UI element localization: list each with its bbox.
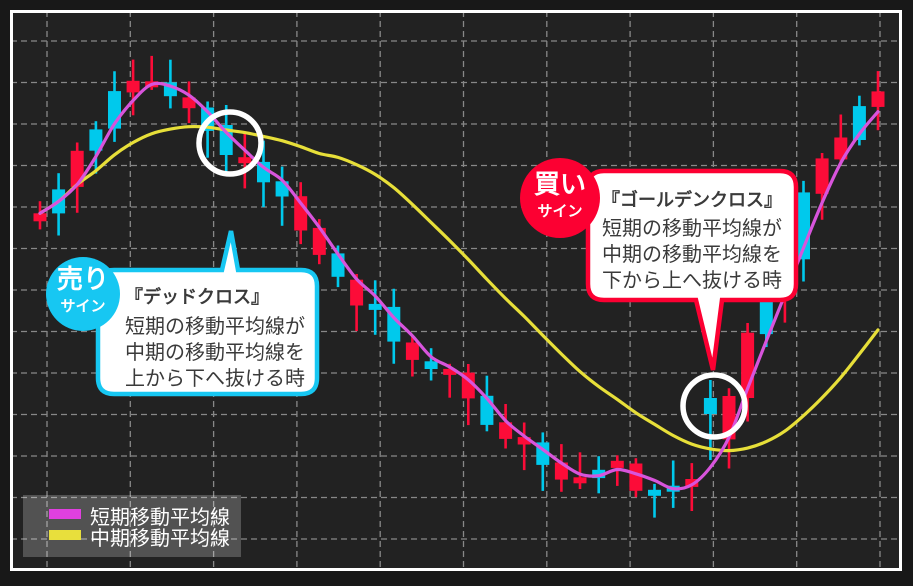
svg-text:下から上へ抜ける時: 下から上へ抜ける時 [602,269,782,292]
svg-text:上から下へ抜ける時: 上から下へ抜ける時 [125,367,305,390]
svg-text:中期の移動平均線を: 中期の移動平均線を [125,341,305,364]
svg-text:中期移動平均線: 中期移動平均線 [90,527,230,550]
svg-text:短期移動平均線: 短期移動平均線 [90,506,230,529]
svg-text:中期の移動平均線を: 中期の移動平均線を [602,243,782,266]
svg-text:短期の移動平均線が: 短期の移動平均線が [125,315,305,338]
svg-text:『ゴールデンクロス』: 『ゴールデンクロス』 [602,189,782,210]
svg-text:売り: 売り [57,264,109,294]
svg-text:買い: 買い [534,169,586,199]
svg-text:サイン: サイン [60,298,105,315]
svg-text:『デッドクロス』: 『デッドクロス』 [125,286,269,307]
svg-text:サイン: サイン [537,203,582,220]
svg-text:短期の移動平均線が: 短期の移動平均線が [602,217,782,240]
